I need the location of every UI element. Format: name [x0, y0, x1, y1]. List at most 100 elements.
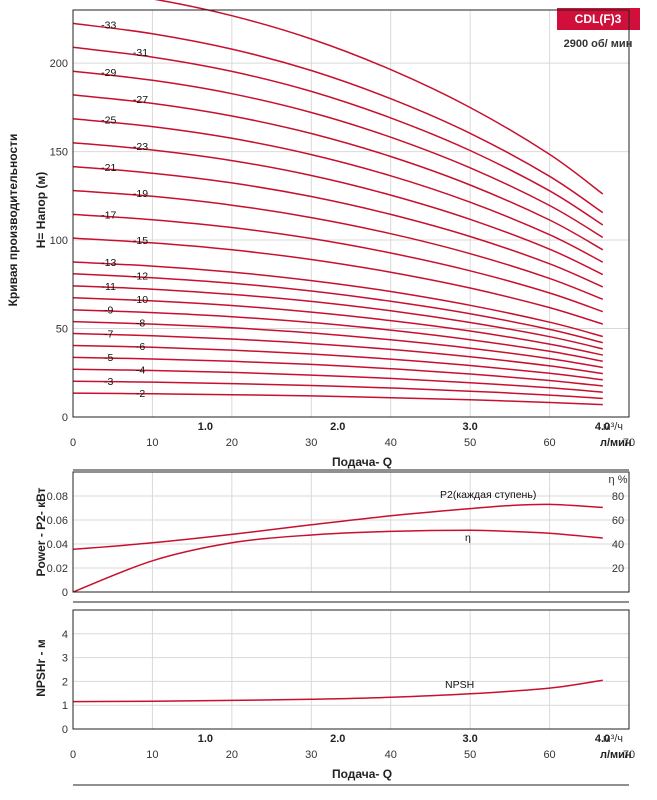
x-tick-label: 2.0 — [330, 421, 345, 433]
head-curve — [72, 94, 604, 251]
head-curve-label: -19 — [133, 188, 148, 200]
npsh-x-ticks-m3h: 1.0 2.0 3.0 4.0 — [198, 733, 610, 745]
head-curve — [72, 320, 603, 369]
head-curve — [72, 296, 603, 356]
head-curve — [72, 309, 603, 363]
npsh-y-axis-label: NPSHr - м — [34, 639, 48, 697]
head-x-units-bottom: л/мин — [600, 437, 632, 449]
x-tick-label: 10 — [146, 749, 158, 761]
head-curve — [72, 368, 603, 393]
power-y-axis-label: Power - P2- кВт — [34, 487, 48, 576]
model-badge — [557, 8, 640, 30]
y-tick-label: 2 — [62, 676, 68, 688]
y-tick-label: 1 — [62, 700, 68, 712]
npsh-x-ticks-lmin: 0 10 20 30 40 50 60 70 — [70, 749, 635, 761]
y-tick-label: 0 — [62, 587, 68, 599]
head-curve — [72, 273, 603, 344]
x-tick-label: 0 — [70, 749, 76, 761]
y-tick-label: 0 — [62, 724, 68, 736]
npsh-x-axis-label: Подача- Q — [332, 767, 392, 781]
head-curve-label: -31 — [133, 47, 148, 59]
y-tick-label-right: 20 — [612, 563, 624, 575]
y-tick-label: 4 — [62, 629, 68, 641]
x-tick-label: 40 — [385, 749, 397, 761]
y-tick-label: 200 — [50, 58, 68, 70]
head-curve-label: -17 — [101, 210, 116, 222]
y-tick-label: 50 — [56, 324, 68, 336]
x-tick-label: 4.0 — [595, 421, 610, 433]
y-tick-label: 150 — [50, 147, 68, 159]
head-curve — [72, 189, 604, 300]
head-x-units-top: м³/ч — [603, 421, 623, 433]
x-tick-label: 40 — [385, 437, 397, 449]
x-tick-label: 1.0 — [198, 421, 213, 433]
y-tick-label: 3 — [62, 653, 68, 665]
head-curve-label: -9 — [104, 305, 113, 317]
y-tick-label-right: 40 — [612, 539, 624, 551]
head-curves — [72, 0, 604, 406]
x-tick-label: 3.0 — [462, 733, 477, 745]
head-curve-label: -23 — [133, 141, 148, 153]
x-tick-label: 20 — [226, 749, 238, 761]
head-curve — [72, 70, 604, 239]
head-y-axis-label: H= Напор (м) — [34, 172, 48, 248]
head-curve — [154, 0, 604, 195]
efficiency-axis-label: η % — [609, 474, 628, 486]
power-curve — [72, 503, 603, 551]
head-curve-label: -7 — [104, 328, 113, 340]
head-curve-label: -2 — [136, 388, 145, 400]
head-curve — [72, 392, 603, 406]
head-curve — [72, 22, 604, 214]
power-efficiency-curves — [72, 503, 603, 593]
head-curve — [72, 285, 603, 350]
head-curve-label: -8 — [136, 317, 145, 329]
y-tick-label: 0 — [62, 412, 68, 424]
head-curve — [72, 380, 603, 400]
head-curve — [72, 332, 603, 375]
head-curve-label: -11 — [102, 281, 117, 293]
head-curve — [72, 165, 604, 288]
x-tick-label: 30 — [305, 749, 317, 761]
npsh-chart-grid — [73, 610, 629, 729]
head-x-axis-label: Подача- Q — [332, 455, 392, 469]
head-curve — [72, 344, 603, 381]
head-curve-label: -27 — [133, 94, 148, 106]
x-tick-label: 0 — [70, 437, 76, 449]
head-x-ticks-lmin: 0 10 20 30 40 50 60 70 — [70, 437, 635, 449]
head-curve — [72, 261, 603, 338]
eta-series-label: η — [465, 532, 471, 544]
x-tick-label: 1.0 — [198, 733, 213, 745]
efficiency-y-ticks: 20 40 60 80 — [612, 491, 624, 575]
power-y-ticks: 0 0.02 0.04 0.06 0.08 — [47, 491, 68, 599]
x-tick-label: 2.0 — [330, 733, 345, 745]
x-tick-label: 60 — [543, 749, 555, 761]
x-tick-label: 30 — [305, 437, 317, 449]
head-curve-label: -5 — [104, 352, 113, 364]
head-curve-label: -21 — [101, 162, 116, 174]
y-tick-label-right: 60 — [612, 515, 624, 527]
head-curve-label: -29 — [101, 67, 116, 79]
npsh-curve — [72, 679, 603, 703]
y-tick-label: 0.04 — [47, 539, 68, 551]
x-tick-label: 10 — [146, 437, 158, 449]
power-chart-frame — [72, 471, 630, 593]
head-curve-label: -3 — [104, 376, 113, 388]
x-tick-label: 3.0 — [462, 421, 477, 433]
head-curve — [72, 141, 604, 276]
efficiency-curve — [72, 529, 603, 593]
npsh-x-units-bottom: л/мин — [600, 749, 632, 761]
head-curve-label: -4 — [136, 364, 145, 376]
head-curve-labels: -2 -3 -4 -5 -6 -7 -8 -9 -10 -11 -12 -13 -15 -17 -19 -21… — [101, 0, 148, 400]
head-curve — [72, 213, 604, 313]
head-curve — [72, 237, 604, 325]
y-tick-label: 0.02 — [47, 563, 68, 575]
x-tick-label: 60 — [543, 437, 555, 449]
side-title: Кривая производительности — [6, 134, 20, 307]
y-tick-label: 0.08 — [47, 491, 68, 503]
npsh-x-units-top: м³/ч — [603, 733, 623, 745]
head-curve-label: -13 — [101, 257, 116, 269]
head-chart-frame — [72, 9, 630, 418]
head-curve-label: -33 — [101, 19, 116, 31]
head-curve — [72, 46, 604, 226]
